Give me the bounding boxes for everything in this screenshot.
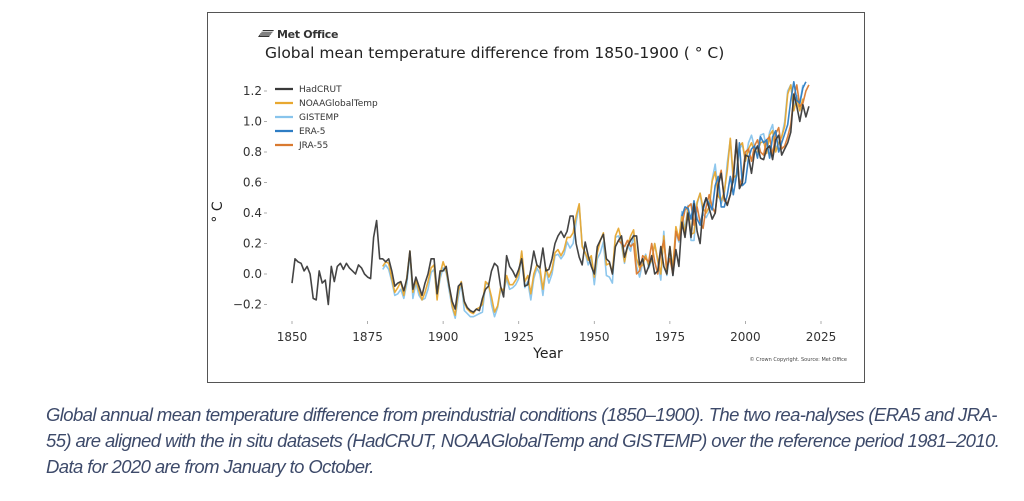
legend-item: ERA-5 xyxy=(275,127,326,137)
met-office-logo: Met Office xyxy=(258,28,338,41)
x-tick-label: 1875 xyxy=(352,330,383,344)
chart-title: Global mean temperature difference from … xyxy=(265,44,725,62)
y-tick-label: 0.2 xyxy=(243,237,262,251)
x-axis-label: Year xyxy=(532,346,563,362)
series-line-jra-55 xyxy=(617,84,810,275)
legend-item: GISTEMP xyxy=(275,113,339,123)
met-office-logo-text: Met Office xyxy=(277,28,339,41)
y-tick-label: 0.8 xyxy=(243,145,262,159)
x-tick-label: 1925 xyxy=(503,330,534,344)
x-tick-label: 1950 xyxy=(579,330,610,344)
legend-item: HadCRUT xyxy=(275,85,342,95)
legend-label: HadCRUT xyxy=(299,85,342,95)
y-tick-label: 0.4 xyxy=(243,206,262,220)
legend-item: NOAAGlobalTemp xyxy=(275,99,378,109)
x-tick-label: 1850 xyxy=(277,330,308,344)
legend-item: JRA-55 xyxy=(275,141,328,151)
figure-frame xyxy=(207,12,865,383)
x-tick-label: 1900 xyxy=(428,330,459,344)
plot-lines xyxy=(291,81,810,320)
y-axis-label: ° C xyxy=(210,201,226,222)
y-tick-label: 0.6 xyxy=(243,176,262,190)
met-office-logo-icon xyxy=(258,28,274,41)
x-tick-label: 2000 xyxy=(730,330,761,344)
x-axis: 1850 1875 1900 1925 1950 1975 2000 2025 xyxy=(277,321,837,344)
legend: HadCRUT NOAAGlobalTemp GISTEMP ERA-5 JRA-55 xyxy=(275,85,378,151)
series-line-hadcrut xyxy=(291,93,810,313)
copyright-text: © Crown Copyright. Source: Met Office xyxy=(749,356,847,363)
y-tick-label: 0.0 xyxy=(243,267,262,281)
y-axis: −0.2 0.0 0.2 0.4 0.6 0.8 1.0 1.2 xyxy=(233,84,267,312)
x-tick-label: 1975 xyxy=(655,330,686,344)
series-line-gistemp xyxy=(382,84,804,320)
y-tick-label: 1.2 xyxy=(243,84,262,98)
x-tick-label: 2025 xyxy=(806,330,837,344)
y-tick-label: −0.2 xyxy=(233,298,262,312)
legend-label: JRA-55 xyxy=(298,141,328,151)
y-tick-label: 1.0 xyxy=(243,115,262,129)
figure-caption: Global annual mean temperature differenc… xyxy=(46,404,1000,477)
legend-label: GISTEMP xyxy=(299,113,339,123)
legend-label: ERA-5 xyxy=(299,127,326,137)
series-line-noaaglobaltemp xyxy=(382,84,804,317)
legend-label: NOAAGlobalTemp xyxy=(299,99,378,109)
